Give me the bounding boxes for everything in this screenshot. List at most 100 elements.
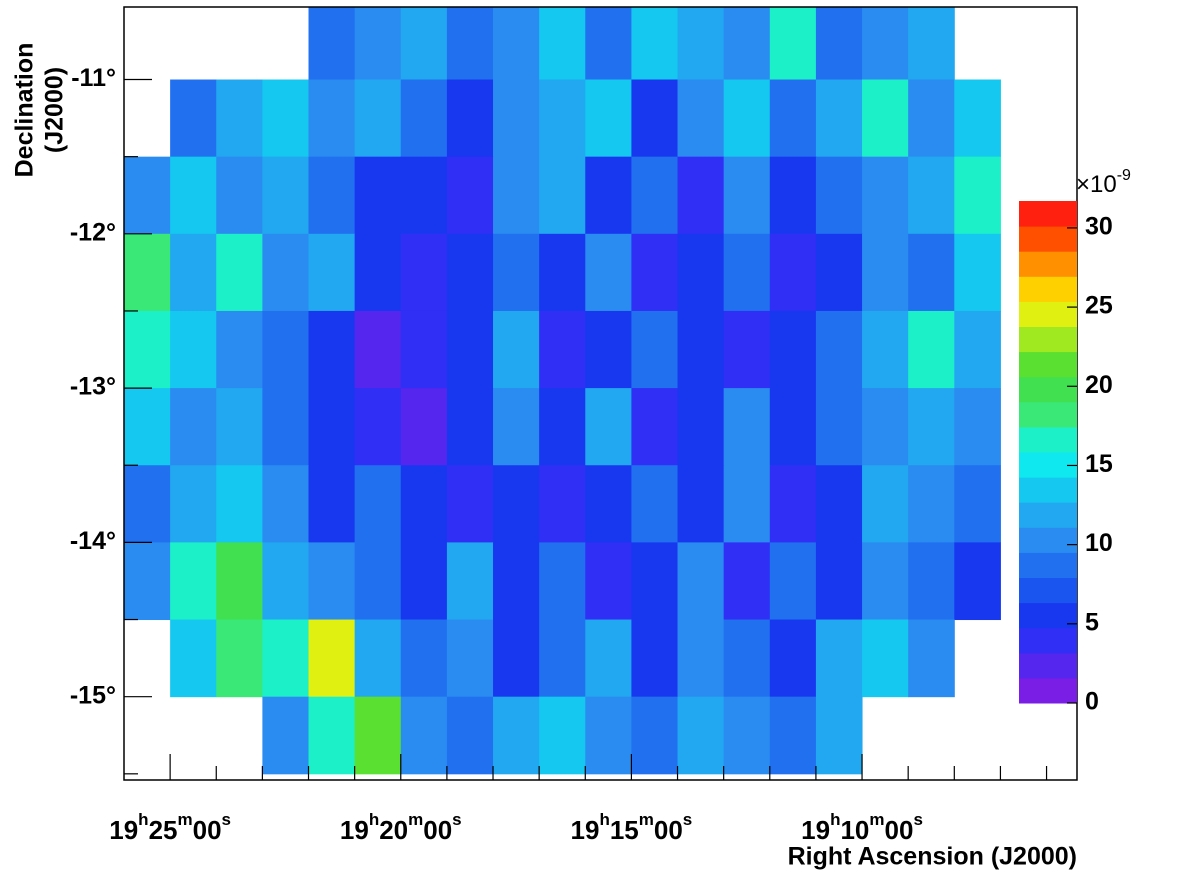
- map-cell: [862, 233, 909, 312]
- map-cell: [400, 7, 448, 81]
- map-cell: [124, 388, 171, 466]
- x-tick-label-part: 00: [885, 815, 914, 845]
- map-cell: [539, 7, 586, 81]
- map-cell: [631, 7, 679, 81]
- x-tick-label-part: h: [138, 810, 148, 829]
- map-cell: [815, 542, 863, 621]
- map-cell: [400, 696, 448, 775]
- colorbar-band: [1019, 552, 1077, 578]
- x-tick-label-part: s: [222, 810, 231, 829]
- map-cell: [493, 619, 540, 698]
- map-cell: [908, 79, 955, 158]
- map-cell: [908, 465, 955, 543]
- map-cell: [262, 233, 310, 312]
- map-cell: [769, 310, 817, 389]
- y-tick-label: -13°: [70, 373, 116, 401]
- map-cell: [124, 542, 171, 621]
- map-cell: [723, 156, 771, 235]
- map-cell: [677, 542, 725, 621]
- map-cell: [170, 542, 217, 621]
- map-cell: [400, 388, 448, 466]
- map-cell: [216, 233, 263, 312]
- map-cell: [769, 465, 817, 543]
- colorbar-band: [1019, 351, 1077, 378]
- colorbar-band: [1019, 527, 1077, 553]
- map-cell: [308, 619, 356, 698]
- map-cell: [354, 156, 402, 235]
- y-tick-label: -15°: [70, 681, 116, 709]
- colorbar-band: [1019, 426, 1077, 453]
- map-cell: [493, 156, 540, 235]
- x-tick-label-part: h: [599, 810, 609, 829]
- x-tick-label-part: 20: [379, 815, 408, 845]
- x-tick-label: 19h20m00s: [340, 810, 462, 844]
- map-cell: [769, 79, 817, 158]
- map-cell: [954, 233, 1001, 312]
- map-cell: [400, 310, 448, 389]
- map-cell: [493, 696, 540, 775]
- colorbar-tick-label: 0: [1085, 688, 1099, 716]
- x-tick-label-part: s: [452, 810, 461, 829]
- map-cell: [400, 542, 448, 621]
- colorbar-band: [1019, 627, 1077, 654]
- map-cell: [723, 233, 771, 312]
- map-cell: [539, 542, 586, 621]
- map-cell: [723, 696, 771, 775]
- map-cell: [308, 542, 356, 621]
- map-cell: [124, 310, 171, 389]
- map-cell: [815, 79, 863, 158]
- map-cell: [308, 79, 356, 158]
- map-cell: [585, 310, 632, 389]
- map-cell: [354, 7, 402, 81]
- colorbar-band: [1019, 452, 1077, 478]
- colorbar-band: [1019, 677, 1077, 704]
- colorbar-band: [1019, 251, 1077, 277]
- map-cell: [170, 79, 217, 158]
- map-cell: [585, 7, 632, 81]
- x-tick-label-part: 00: [193, 815, 222, 845]
- map-cell: [308, 696, 356, 775]
- colorbar-band: [1019, 401, 1077, 428]
- map-cell: [446, 79, 494, 158]
- y-tick-label: -14°: [70, 527, 116, 555]
- colorbar-tick-label: 20: [1085, 371, 1113, 399]
- map-cell: [446, 465, 494, 543]
- map-cell: [354, 79, 402, 158]
- colorbar-band: [1019, 376, 1077, 403]
- map-cell: [400, 619, 448, 698]
- x-tick-label-part: 15: [610, 815, 639, 845]
- map-cell: [446, 542, 494, 621]
- map-cell: [400, 156, 448, 235]
- map-cell: [262, 156, 310, 235]
- map-cell: [908, 156, 955, 235]
- map-cell: [862, 619, 909, 698]
- map-cell: [216, 542, 263, 621]
- x-tick-label-part: 19: [801, 815, 830, 845]
- map-cell: [308, 156, 356, 235]
- map-cell: [585, 619, 632, 698]
- colorbar-band: [1019, 652, 1077, 679]
- map-cell: [631, 79, 679, 158]
- map-cell: [262, 79, 310, 158]
- map-cell: [216, 79, 263, 158]
- map-cell: [631, 310, 679, 389]
- map-cell: [631, 156, 679, 235]
- map-cell: [262, 542, 310, 621]
- x-tick-label-part: m: [408, 810, 423, 829]
- x-tick-label-part: s: [683, 810, 692, 829]
- x-tick-label-part: 19: [340, 815, 369, 845]
- map-cell: [769, 388, 817, 466]
- map-cell: [815, 310, 863, 389]
- y-axis-label: Declination (J2000): [11, 43, 69, 178]
- colorbar-tick-label: 10: [1085, 529, 1113, 557]
- colorbar-tick-label: 5: [1085, 608, 1099, 636]
- map-cell: [354, 388, 402, 466]
- map-cell: [677, 7, 725, 81]
- x-tick-label-part: 10: [840, 815, 869, 845]
- map-cell: [862, 7, 909, 81]
- map-cell: [539, 233, 586, 312]
- map-cell: [354, 310, 402, 389]
- map-cell: [769, 156, 817, 235]
- map-cell: [815, 696, 863, 775]
